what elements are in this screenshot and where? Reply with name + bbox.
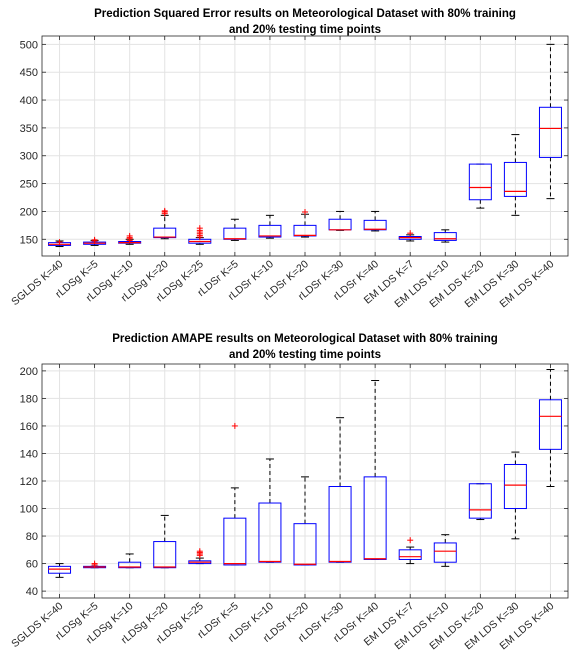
y-tick-label: 140 — [20, 448, 38, 460]
y-tick-label: 200 — [20, 206, 38, 218]
chart-2: Prediction AMAPE results on Meteorologic… — [9, 333, 569, 652]
boxplot-2 — [83, 560, 107, 569]
box-iqr — [503, 463, 527, 510]
box-iqr — [118, 561, 142, 569]
y-tick-label: 500 — [20, 39, 38, 51]
box-iqr — [328, 486, 352, 563]
chart-1: Prediction Squared Error results on Mete… — [9, 8, 569, 310]
y-tick-label: 300 — [20, 151, 38, 163]
boxplot-3 — [118, 232, 142, 245]
outlier-marker — [126, 232, 133, 239]
boxplot-11 — [398, 230, 422, 242]
boxplot-6 — [223, 422, 247, 566]
boxplot-14 — [503, 134, 527, 216]
boxplot-3 — [118, 553, 142, 569]
boxplot-15 — [538, 369, 562, 488]
box-iqr — [468, 163, 492, 201]
boxplot-1 — [48, 239, 72, 248]
box-iqr — [223, 517, 247, 566]
y-tick-label: 40 — [26, 586, 38, 598]
outlier-marker — [231, 422, 238, 429]
boxplot-2 — [83, 236, 107, 246]
y-tick-label: 350 — [20, 123, 38, 135]
box-iqr — [363, 476, 387, 560]
outlier-marker — [407, 537, 414, 544]
x-tick-label: SGLDS K=40 — [9, 258, 65, 308]
boxplot-13 — [468, 483, 492, 521]
boxplot-10 — [363, 380, 387, 560]
outlier-marker — [91, 236, 98, 243]
boxplot-9 — [328, 210, 352, 231]
box-iqr — [538, 106, 562, 158]
boxplot-11 — [398, 537, 422, 565]
boxplot-5 — [188, 225, 212, 245]
y-tick-label: 400 — [20, 95, 38, 107]
y-tick-label: 250 — [20, 179, 38, 191]
y-tick-label: 160 — [20, 421, 38, 433]
y-tick-label: 60 — [26, 559, 38, 571]
boxplot-4 — [153, 207, 177, 240]
boxplot-1 — [48, 563, 72, 578]
box-iqr — [503, 161, 527, 197]
boxplot-7 — [258, 458, 282, 563]
boxplot-8 — [293, 209, 317, 238]
boxplot-7 — [258, 214, 282, 239]
chart-title-line: Prediction Squared Error results on Mete… — [94, 8, 516, 20]
box-iqr — [433, 542, 457, 563]
y-tick-label: 450 — [20, 67, 38, 79]
outlier-marker — [407, 230, 414, 237]
outlier-marker — [302, 209, 308, 215]
boxplot-10 — [363, 210, 387, 232]
boxplot-6 — [223, 218, 247, 241]
boxplot-15 — [538, 43, 562, 200]
chart-title-line: and 20% testing time points — [229, 349, 381, 361]
box-iqr — [258, 224, 282, 238]
box-iqr — [153, 541, 177, 569]
outlier-marker — [196, 225, 203, 232]
boxplot-12 — [433, 534, 457, 567]
boxplot-8 — [293, 476, 317, 566]
y-tick-label: 80 — [26, 531, 38, 543]
boxplot-5 — [188, 548, 212, 565]
boxplot-4 — [153, 514, 177, 569]
box-iqr — [48, 565, 72, 574]
boxplot-14 — [503, 451, 527, 540]
boxplot-9 — [328, 417, 352, 563]
box-iqr — [258, 502, 282, 563]
outlier-marker — [91, 560, 98, 567]
chart-title-line: Prediction AMAPE results on Meteorologic… — [112, 333, 498, 345]
y-tick-label: 200 — [20, 366, 38, 378]
boxplot-13 — [468, 163, 492, 209]
box-iqr — [433, 232, 457, 241]
boxplot-12 — [433, 229, 457, 243]
chart-title-line: and 20% testing time points — [229, 24, 381, 36]
box-iqr — [398, 549, 422, 560]
y-tick-label: 150 — [20, 234, 38, 246]
outlier-marker — [196, 548, 203, 555]
y-tick-label: 120 — [20, 476, 38, 488]
y-tick-label: 100 — [20, 504, 38, 516]
y-tick-label: 180 — [20, 393, 38, 405]
box-iqr — [293, 523, 317, 566]
outlier-marker — [161, 207, 168, 214]
x-tick-label: SGLDS K=40 — [9, 600, 65, 650]
box-iqr — [468, 483, 492, 519]
box-iqr — [538, 399, 562, 450]
outlier-marker — [56, 239, 63, 246]
